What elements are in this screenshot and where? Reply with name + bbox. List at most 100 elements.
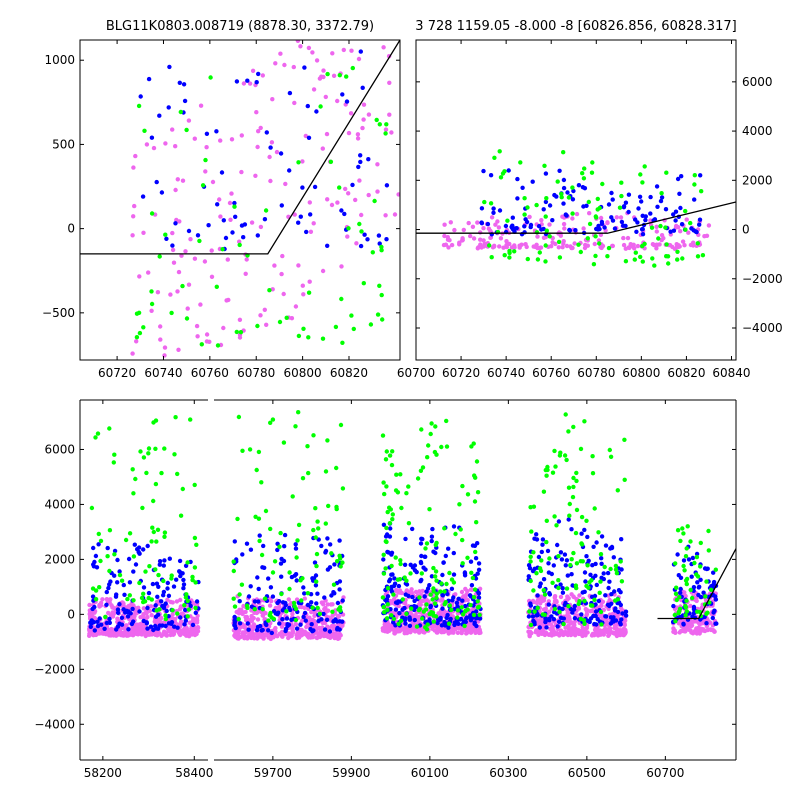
- data-point: [203, 157, 208, 163]
- data-point: [476, 591, 482, 596]
- data-point: [218, 214, 223, 219]
- data-point: [580, 171, 585, 176]
- data-point: [606, 202, 612, 207]
- data-point: [477, 612, 482, 618]
- data-point: [381, 605, 386, 610]
- data-point: [161, 632, 167, 637]
- data-point: [604, 622, 609, 627]
- data-point: [165, 597, 170, 602]
- data-point: [92, 628, 98, 633]
- data-point: [659, 195, 665, 200]
- data-point: [142, 128, 147, 133]
- data-point: [301, 326, 306, 331]
- data-point: [163, 623, 168, 629]
- data-point: [460, 561, 465, 566]
- data-point: [218, 138, 223, 143]
- x-tick-label: 58400: [175, 766, 213, 780]
- data-point: [286, 622, 292, 627]
- data-point: [146, 451, 151, 456]
- data-point: [299, 598, 304, 603]
- data-point: [327, 629, 333, 634]
- data-point: [583, 579, 588, 584]
- data-point: [547, 203, 553, 208]
- data-point: [302, 605, 307, 610]
- data-point: [192, 136, 197, 141]
- data-point: [450, 598, 455, 603]
- data-point: [463, 586, 468, 592]
- data-point: [310, 605, 315, 610]
- data-point: [172, 624, 177, 629]
- data-point: [569, 527, 574, 532]
- data-point: [526, 563, 532, 568]
- data-point: [332, 562, 337, 567]
- data-point: [303, 133, 308, 139]
- data-point: [241, 603, 246, 609]
- data-point: [383, 213, 388, 218]
- data-point: [146, 76, 152, 82]
- data-point: [260, 607, 265, 612]
- data-point: [281, 291, 286, 297]
- data-point: [540, 612, 546, 617]
- data-point: [602, 564, 607, 570]
- data-point: [661, 236, 666, 241]
- data-point: [619, 579, 625, 584]
- data-point: [593, 253, 598, 259]
- data-point: [134, 339, 139, 344]
- data-point: [561, 241, 566, 246]
- data-point: [438, 617, 443, 622]
- data-point: [275, 600, 280, 606]
- data-point: [175, 625, 180, 630]
- data-point: [590, 603, 595, 608]
- data-point: [619, 617, 624, 622]
- data-point: [331, 590, 336, 595]
- data-point: [434, 578, 439, 583]
- data-point: [354, 241, 359, 246]
- data-point: [257, 538, 262, 544]
- data-point: [678, 538, 683, 544]
- data-point: [441, 242, 447, 248]
- data-point: [663, 225, 668, 230]
- data-point: [698, 577, 703, 582]
- data-point: [565, 594, 570, 599]
- data-point: [303, 618, 308, 623]
- data-point: [279, 556, 284, 562]
- data-point: [314, 579, 319, 584]
- data-point: [306, 290, 312, 295]
- data-point: [384, 449, 389, 454]
- data-point: [475, 541, 480, 546]
- data-point: [337, 605, 343, 610]
- data-point: [231, 559, 236, 564]
- data-point: [230, 230, 235, 235]
- data-point: [692, 173, 697, 178]
- y-tick-label: 2000: [44, 552, 75, 566]
- data-point: [131, 491, 136, 496]
- data-point: [532, 622, 537, 627]
- data-point: [619, 537, 624, 542]
- data-point: [557, 168, 562, 173]
- data-point: [398, 558, 403, 563]
- data-point: [677, 191, 682, 196]
- data-point: [290, 494, 295, 499]
- data-point: [672, 628, 677, 633]
- data-point: [375, 162, 380, 167]
- data-point: [541, 577, 547, 582]
- data-point: [449, 607, 454, 613]
- data-point: [159, 470, 164, 476]
- data-point: [309, 600, 314, 605]
- data-point: [396, 621, 401, 627]
- data-point: [654, 246, 659, 251]
- data-point: [387, 80, 392, 86]
- data-point: [688, 220, 693, 226]
- data-point: [471, 236, 477, 241]
- data-point: [237, 628, 242, 633]
- data-point: [263, 208, 269, 213]
- data-point: [614, 622, 619, 627]
- data-point: [112, 548, 118, 554]
- data-point: [673, 619, 678, 624]
- data-point: [457, 502, 462, 507]
- data-point: [598, 215, 604, 221]
- data-point: [714, 621, 719, 626]
- data-point: [419, 577, 424, 583]
- data-point: [430, 610, 436, 615]
- data-point: [588, 572, 593, 577]
